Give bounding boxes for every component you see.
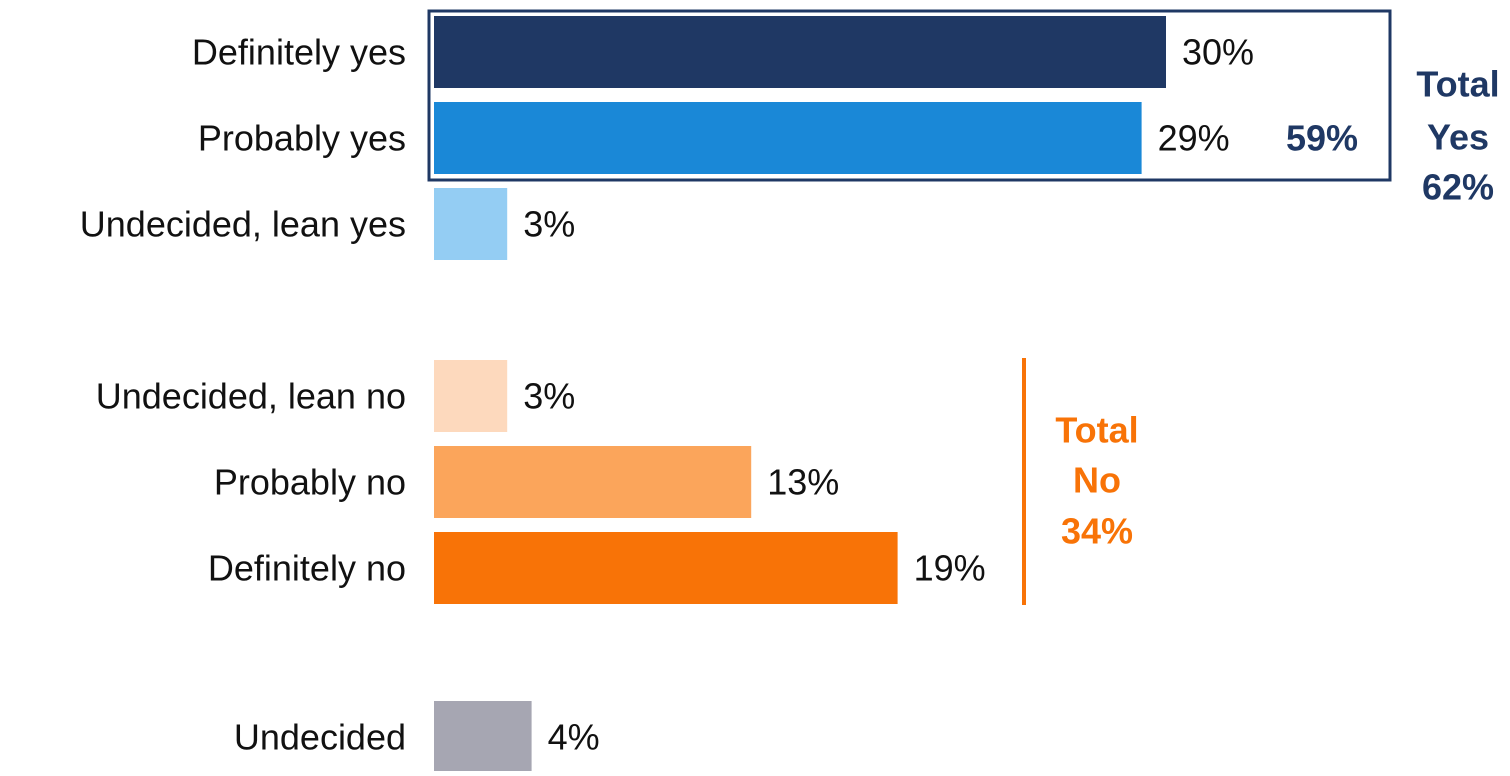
yes-subtotal-box: [427, 9, 1392, 182]
category-label: Probably yes: [198, 118, 406, 159]
total-yes-label: Yes: [1427, 117, 1489, 158]
value-label: 3%: [523, 376, 575, 417]
bar: [434, 188, 508, 260]
total-no-label: Total: [1055, 410, 1138, 451]
yes-subtotal-label: 59%: [1286, 118, 1358, 159]
category-label: Undecided, lean yes: [80, 204, 406, 245]
value-label: 19%: [914, 548, 986, 589]
bar: [434, 701, 532, 773]
category-label: Definitely yes: [192, 32, 406, 73]
value-label: 29%: [1158, 118, 1230, 159]
value-label: 13%: [767, 462, 839, 503]
total-yes-label: 62%: [1422, 167, 1494, 208]
category-label: Undecided, lean no: [96, 376, 406, 417]
category-label: Definitely no: [208, 548, 406, 589]
bar: [434, 532, 898, 604]
value-label: 3%: [523, 204, 575, 245]
bar: [434, 446, 752, 518]
total-no-label: No: [1073, 460, 1121, 501]
category-label: Undecided: [234, 717, 406, 758]
total-yes-label: Total: [1416, 64, 1499, 105]
bar: [434, 16, 1166, 88]
total-no-label: 34%: [1061, 511, 1133, 552]
bar: [434, 360, 508, 432]
value-label: 30%: [1182, 32, 1254, 73]
bar: [434, 102, 1142, 174]
value-label: 4%: [548, 717, 600, 758]
category-label: Probably no: [214, 462, 406, 503]
